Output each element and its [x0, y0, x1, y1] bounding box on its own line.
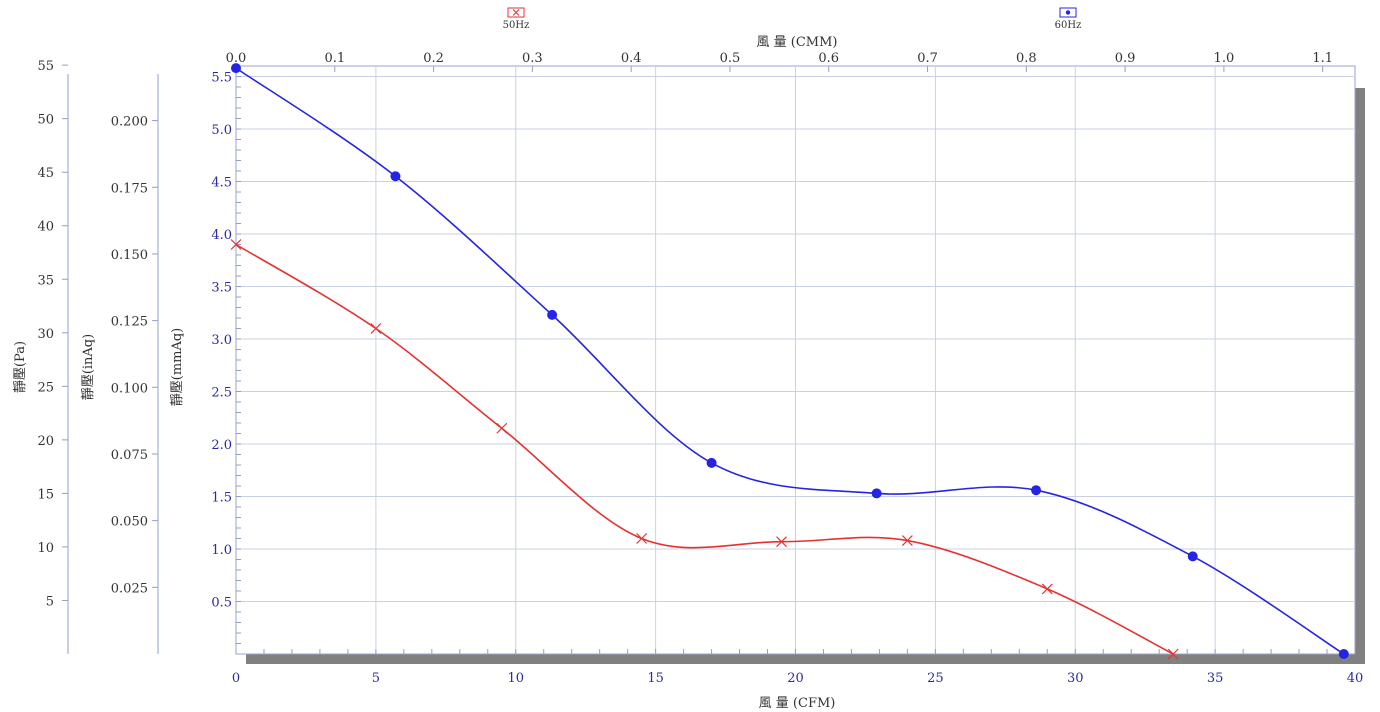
- marker-x-stroke: [636, 533, 648, 544]
- y-pa-tick-label: 5: [46, 594, 54, 609]
- y-mmaq-tick-label: 5.0: [211, 123, 232, 138]
- y-pa-tick-label: 50: [37, 113, 54, 128]
- data-point-60Hz: [231, 63, 241, 74]
- data-point-50Hz: [901, 535, 913, 547]
- plot-shadow-bottom: [246, 654, 1365, 664]
- data-point-60Hz: [1187, 551, 1198, 562]
- y-axis-title-mmaq: 靜壓(mmAq): [170, 328, 185, 407]
- legend-marker-dot: [1065, 10, 1071, 15]
- y-inaq-tick-label: 0.150: [111, 248, 148, 263]
- plot-shadow-right: [1355, 88, 1365, 664]
- data-point-50Hz: [636, 533, 648, 544]
- y-mmaq-tick-label: 3.0: [211, 333, 232, 348]
- marker-x-stroke: [370, 323, 382, 334]
- y-pa-tick-label: 55: [37, 59, 54, 74]
- x-top-tick-label: 0.5: [720, 51, 741, 66]
- x-bottom-tick-label: 30: [1067, 671, 1084, 686]
- data-point-50Hz: [776, 536, 787, 548]
- y-pa-tick-label: 35: [37, 273, 54, 288]
- y-pa-tick-label: 40: [37, 220, 54, 235]
- y-mmaq-tick-label: 5.5: [211, 71, 232, 86]
- legend-label: 50Hz: [503, 20, 530, 31]
- grid-lines: [236, 66, 1355, 654]
- x-top-tick-label: 0.7: [917, 51, 938, 66]
- y-pa-tick-label: 15: [37, 487, 54, 502]
- y-inaq-tick-label: 0.100: [111, 381, 148, 396]
- x-top-tick-label: 0.8: [1016, 51, 1037, 66]
- x-bottom-axis-title: 風 量 (CFM): [759, 696, 836, 711]
- data-point-50Hz: [1041, 583, 1053, 595]
- data-point-50Hz: [370, 323, 382, 334]
- y-mmaq-tick-label: 2.5: [211, 386, 232, 401]
- legend: 50Hz 60Hz: [503, 7, 1082, 31]
- x-top-tick-label: 0.4: [621, 51, 642, 66]
- x-top-tick-label: 0.9: [1115, 51, 1136, 66]
- plot-shadow: [235, 65, 1365, 664]
- data-point-60Hz: [706, 457, 717, 468]
- marker-x-stroke: [1041, 583, 1053, 595]
- data-point-60Hz: [547, 309, 558, 320]
- y-pa-tick-label: 10: [37, 541, 54, 556]
- x-top-tick-label: 0.1: [324, 51, 345, 66]
- x-top-tick-label: 0.6: [818, 51, 839, 66]
- y-axis-title-pa: 靜壓(Pa): [13, 341, 28, 393]
- y-mmaq-tick-label: 4.5: [211, 176, 232, 191]
- data-point-60Hz: [1338, 649, 1349, 659]
- x-bottom-tick-label: 25: [927, 671, 944, 686]
- marker-x-stroke: [496, 422, 508, 434]
- series-line-60Hz: [235, 67, 1345, 655]
- y-inaq-tick-label: 0.175: [111, 181, 148, 196]
- series-line-50Hz: [235, 243, 1174, 655]
- x-top-tick-label: 0.2: [423, 51, 444, 66]
- y-mmaq-tick-label: 1.5: [211, 491, 232, 506]
- y-inaq-tick-label: 0.025: [111, 581, 148, 596]
- series-lines: [230, 63, 1349, 660]
- y-inaq-tick-label: 0.125: [111, 315, 148, 330]
- data-point-50Hz: [496, 422, 508, 434]
- x-top-tick-label: 0.3: [522, 51, 543, 66]
- x-top-axis-title: 風 量 (CMM): [757, 35, 838, 50]
- y-inaq-tick-label: 0.050: [111, 515, 148, 530]
- data-point-60Hz: [390, 171, 401, 182]
- marker-x-stroke: [1167, 648, 1179, 660]
- data-point-50Hz: [1167, 648, 1179, 660]
- axes: 0 5 10 15 20 25 30 35 40 0.5 1.0 1.5 2.0 2.5 3.0 3.5 4.0…: [37, 51, 1363, 686]
- legend-marker-x: [512, 9, 520, 16]
- x-bottom-tick-label: 15: [647, 671, 664, 686]
- y-mmaq-tick-label: 2.0: [211, 438, 232, 453]
- legend-label: 60Hz: [1055, 20, 1082, 31]
- y-pa-tick-label: 25: [37, 380, 54, 395]
- marker-x-stroke: [901, 535, 913, 547]
- y-mmaq-tick-label: 1.0: [211, 543, 232, 558]
- y-inaq-tick-label: 0.075: [111, 448, 148, 463]
- y-mmaq-tick-label: 4.0: [211, 228, 232, 243]
- data-point-60Hz: [871, 488, 882, 499]
- y-pa-tick-label: 30: [37, 327, 54, 342]
- x-top-tick-label: 1.1: [1312, 51, 1333, 66]
- x-bottom-tick-label: 10: [507, 671, 524, 686]
- x-bottom-tick-label: 5: [372, 671, 380, 686]
- y-inaq-tick-label: 0.200: [111, 115, 148, 130]
- x-top-tick-label: 1.0: [1214, 51, 1235, 66]
- data-point-60Hz: [1031, 485, 1042, 496]
- y-axis-title-inaq: 靜壓(inAq): [81, 334, 96, 400]
- marker-x-stroke: [230, 239, 242, 250]
- y-mmaq-tick-label: 0.5: [211, 596, 232, 611]
- y-pa-tick-label: 20: [37, 434, 54, 449]
- legend-item-50Hz: 50Hz: [503, 7, 530, 31]
- x-bottom-tick-label: 0: [232, 671, 240, 686]
- x-bottom-tick-label: 40: [1347, 671, 1364, 686]
- y-mmaq-tick-label: 3.5: [211, 281, 232, 296]
- x-top-tick-label: 0.0: [226, 51, 247, 66]
- y-pa-tick-label: 45: [37, 166, 54, 181]
- data-point-50Hz: [230, 239, 242, 250]
- legend-item-60Hz: 60Hz: [1055, 7, 1082, 31]
- x-bottom-tick-label: 35: [1207, 671, 1224, 686]
- marker-x-stroke: [776, 536, 787, 548]
- x-bottom-tick-label: 20: [787, 671, 804, 686]
